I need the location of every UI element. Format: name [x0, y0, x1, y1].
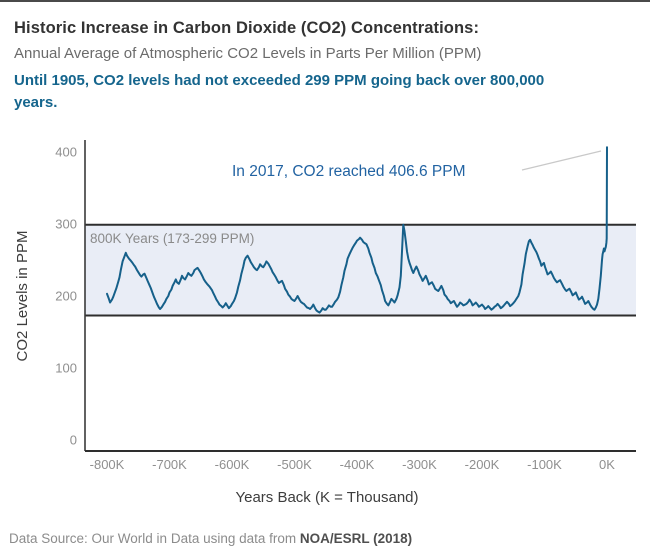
- y-tick-label: 400: [55, 145, 77, 160]
- y-tick-label: 100: [55, 361, 77, 376]
- x-axis-title: Years Back (K = Thousand): [235, 489, 418, 506]
- footer-source-prefix: Data Source: Our World in Data using dat…: [9, 531, 300, 546]
- y-tick-label: 0: [70, 433, 77, 448]
- y-tick-label: 300: [55, 217, 77, 232]
- footer-source: Data Source: Our World in Data using dat…: [9, 531, 412, 546]
- x-tick-label: -700K: [152, 457, 187, 472]
- footer-source-name: NOA/ESRL (2018): [299, 531, 413, 546]
- x-tick-label: -200K: [465, 457, 500, 472]
- x-tick-label: -800K: [90, 457, 125, 472]
- historical-band: [85, 224, 636, 316]
- window-top-border: [0, 0, 650, 2]
- co2-line-series: [106, 146, 608, 314]
- y-axis-title: CO2 Levels in PPM: [14, 231, 31, 362]
- band-label: 800K Years (173-299 PPM): [90, 231, 254, 246]
- x-tick-label: -500K: [277, 457, 312, 472]
- x-tick-label: -100K: [527, 457, 562, 472]
- insight-text: Until 1905, CO2 levels had not exceeded …: [14, 72, 545, 111]
- x-tick-label: -300K: [402, 457, 437, 472]
- y-tick-label: 200: [55, 289, 77, 304]
- x-tick-label: -600K: [215, 457, 250, 472]
- annotation-2017: In 2017, CO2 reached 406.6 PPM: [232, 163, 466, 180]
- annotation-callout-line: [521, 150, 602, 171]
- x-tick-label: 0K: [599, 457, 615, 472]
- page-title: Historic Increase in Carbon Dioxide (CO2…: [14, 19, 480, 37]
- chart-subtitle: Annual Average of Atmospheric CO2 Levels…: [14, 45, 482, 62]
- x-tick-label: -400K: [340, 457, 375, 472]
